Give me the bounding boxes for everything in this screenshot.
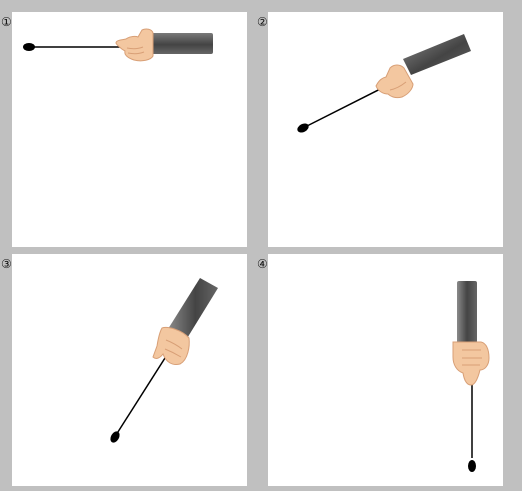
- pendulum-bob-icon: [23, 43, 35, 51]
- panel-1: [12, 12, 247, 247]
- hand-holding-string-icon: [152, 327, 190, 365]
- panel-label-4: ④: [257, 257, 268, 271]
- sleeve-3: [168, 278, 218, 340]
- panel-label-3: ③: [1, 257, 12, 271]
- panel-2-drawing: [297, 34, 471, 133]
- panel-label-1: ①: [1, 15, 12, 29]
- hand-holding-string-icon: [375, 64, 414, 99]
- panel-1-drawing: [23, 28, 213, 62]
- panel-3-drawing: [110, 278, 218, 443]
- sleeve-1: [151, 33, 213, 54]
- panel-2: [268, 12, 503, 247]
- pendulum-bob-icon: [110, 431, 120, 443]
- panel-3: [12, 254, 247, 486]
- hand-holding-string-icon: [115, 28, 154, 62]
- pendulum-bob-icon: [297, 123, 309, 133]
- panel-4: [268, 254, 503, 486]
- panel-4-drawing: [452, 281, 490, 472]
- pendulum-bob-icon: [468, 460, 476, 472]
- sleeve-2: [403, 34, 471, 75]
- sleeve-4: [457, 281, 477, 343]
- hand-holding-string-icon: [452, 341, 490, 386]
- panel-label-2: ②: [257, 15, 268, 29]
